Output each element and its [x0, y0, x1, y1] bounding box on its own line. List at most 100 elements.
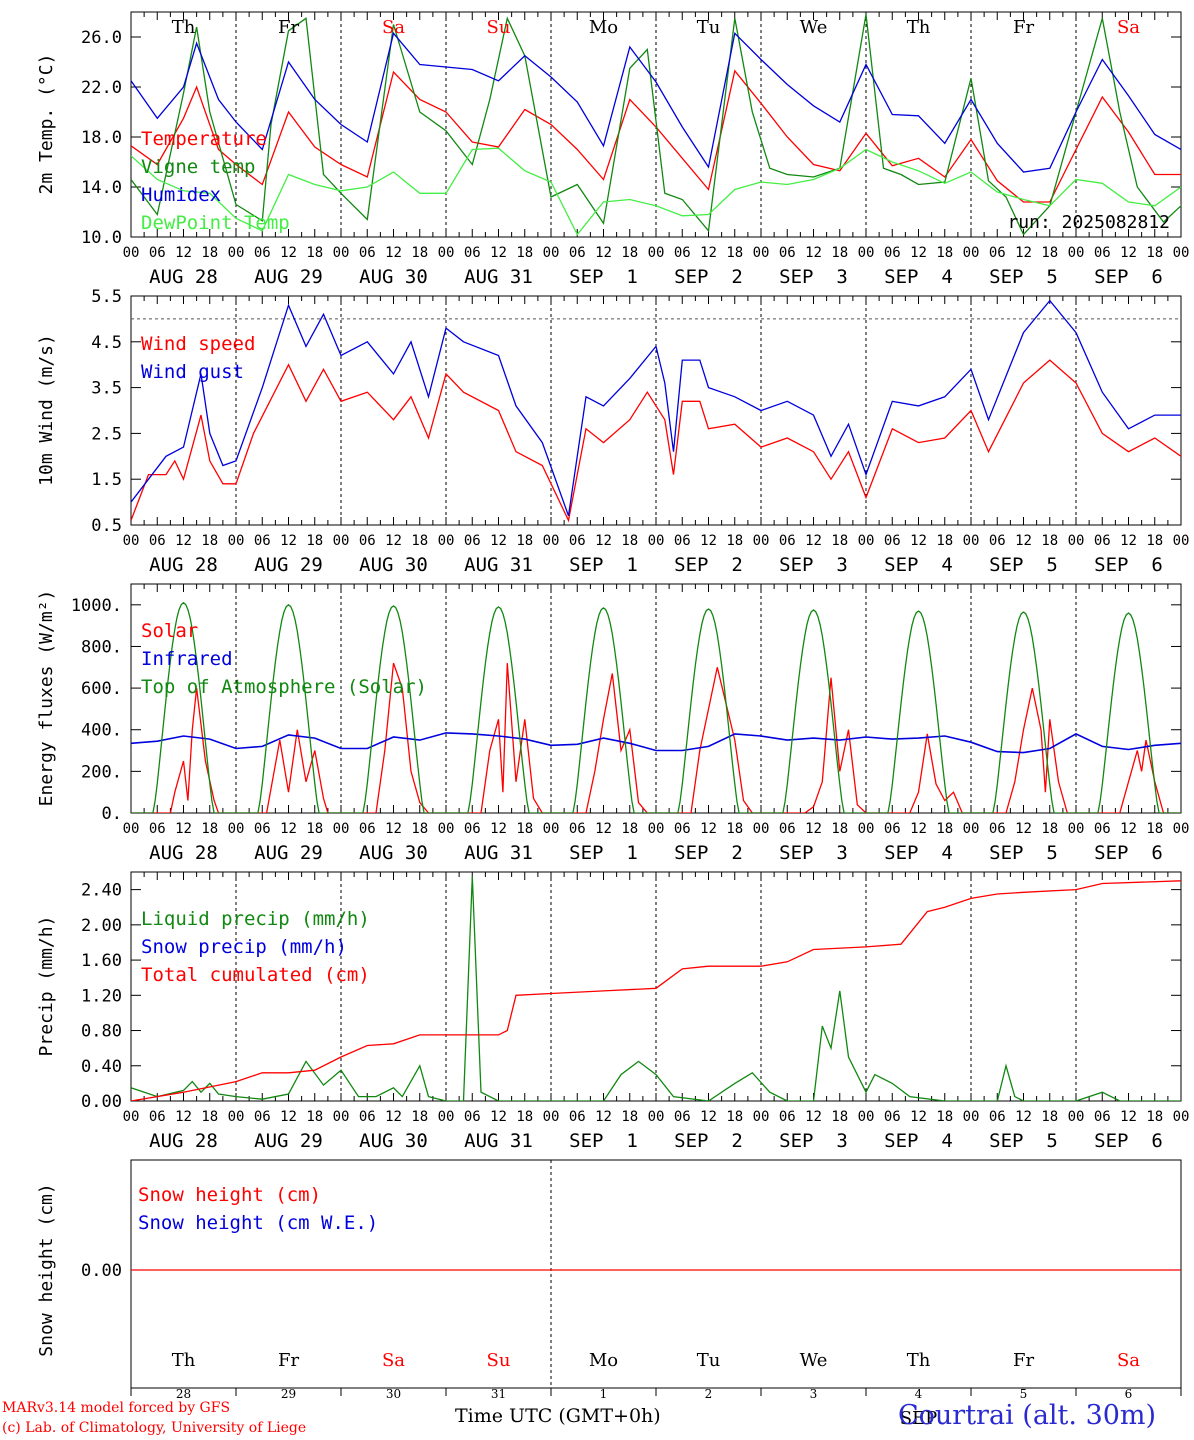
series-line-total-cumulated-cm-	[131, 880, 1181, 1101]
legend-entry: Top of Atmosphere (Solar)	[141, 676, 427, 698]
x-hour-label: 18	[1146, 533, 1163, 549]
x-hour-label: 12	[385, 821, 402, 837]
top-weekday-label: Fr	[1013, 17, 1034, 38]
x-hour-label: 12	[490, 245, 507, 261]
x-hour-label: 06	[254, 821, 271, 837]
x-hour-label: 00	[858, 533, 875, 549]
weekday-label: We	[800, 1350, 828, 1371]
y-tick-label: 0.80	[81, 1022, 122, 1042]
legend-entry: Wind speed	[141, 333, 255, 355]
x-hour-label: 18	[306, 245, 323, 261]
y-tick-label: 5.5	[91, 287, 122, 307]
x-date-label: SEP 4	[884, 842, 953, 864]
y-tick-label: 3.5	[91, 379, 122, 399]
x-hour-label: 06	[884, 245, 901, 261]
y-tick-label: 0.	[102, 804, 122, 824]
weekday-label: Sa	[382, 1350, 405, 1371]
day-number-label: 30	[386, 1387, 401, 1401]
weekday-label: Fr	[1013, 1350, 1034, 1371]
x-date-label: AUG 31	[464, 554, 533, 576]
top-weekday-label: Fr	[278, 17, 299, 38]
x-hour-label: 18	[831, 533, 848, 549]
legend-entry: Temperature	[141, 128, 267, 150]
x-hour-label: 00	[648, 1109, 665, 1125]
x-hour-label: 12	[280, 533, 297, 549]
x-hour-label: 12	[700, 533, 717, 549]
x-hour-label: 06	[779, 245, 796, 261]
x-date-label: SEP 4	[884, 266, 953, 288]
x-hour-label: 00	[228, 1109, 245, 1125]
x-hour-label: 06	[149, 821, 166, 837]
x-hour-label: 12	[175, 533, 192, 549]
day-number-label: 6	[1125, 1387, 1133, 1401]
x-hour-label: 12	[910, 245, 927, 261]
x-hour-label: 12	[805, 533, 822, 549]
x-hour-label: 00	[963, 821, 980, 837]
x-hour-label: 06	[884, 533, 901, 549]
x-hour-label: 12	[805, 245, 822, 261]
x-hour-label: 00	[858, 1109, 875, 1125]
x-hour-label: 12	[385, 1109, 402, 1125]
y-tick-label: 18.0	[81, 128, 122, 148]
day-number-label: 31	[491, 1387, 506, 1401]
x-hour-label: 12	[595, 533, 612, 549]
y-axis-label: 2m Temp. (°C)	[36, 54, 57, 195]
series-line-top-of-atmosphere-solar-	[131, 601, 1181, 813]
panel-temperature: 2m Temp. (°C) 10.0 14.0 18.0 22.0 26.0 00 06 12 1…	[36, 11, 1190, 288]
x-hour-label: 18	[411, 1109, 428, 1125]
x-hour-label: 12	[805, 821, 822, 837]
x-hour-label: 12	[385, 533, 402, 549]
x-hour-label: 18	[1041, 533, 1058, 549]
series-line-temperature	[131, 69, 1181, 203]
x-date-label: SEP 6	[1094, 1130, 1163, 1152]
top-weekday-label: Mo	[589, 17, 618, 38]
x-hour-label: 00	[753, 245, 770, 261]
x-hour-label: 18	[621, 533, 638, 549]
x-date-label: AUG 28	[149, 1130, 218, 1152]
x-hour-label: 12	[385, 245, 402, 261]
x-hour-label: 12	[1120, 1109, 1137, 1125]
x-hour-label: 12	[280, 245, 297, 261]
x-hour-label: 06	[569, 1109, 586, 1125]
x-hour-label: 18	[831, 821, 848, 837]
legend-entry: Infrared	[141, 648, 233, 670]
day-number-label: 1	[600, 1387, 608, 1401]
x-hour-label: 12	[595, 821, 612, 837]
x-hour-label: 18	[1146, 1109, 1163, 1125]
x-date-label: SEP 1	[569, 842, 638, 864]
x-date-label: SEP 5	[989, 842, 1058, 864]
x-hour-label: 00	[1173, 1109, 1190, 1125]
x-date-label: AUG 29	[254, 842, 323, 864]
x-hour-label: 00	[123, 533, 140, 549]
x-hour-label: 00	[648, 245, 665, 261]
x-hour-label: 00	[1173, 245, 1190, 261]
x-hour-label: 18	[936, 533, 953, 549]
y-tick-label: 200.	[81, 762, 122, 782]
x-hour-label: 06	[359, 533, 376, 549]
x-hour-label: 06	[569, 821, 586, 837]
x-hour-label: 18	[516, 533, 533, 549]
x-hour-label: 12	[1015, 1109, 1032, 1125]
x-hour-label: 12	[910, 1109, 927, 1125]
x-hour-label: 18	[1146, 821, 1163, 837]
x-hour-label: 00	[438, 245, 455, 261]
x-hour-label: 12	[175, 1109, 192, 1125]
x-hour-label: 00	[963, 245, 980, 261]
x-hour-label: 00	[333, 533, 350, 549]
x-hour-label: 06	[884, 821, 901, 837]
x-hour-label: 00	[123, 245, 140, 261]
weekday-label: Sa	[1117, 1350, 1140, 1371]
x-date-label: SEP 1	[569, 266, 638, 288]
day-number-label: 3	[810, 1387, 818, 1401]
x-hour-label: 12	[490, 821, 507, 837]
x-hour-label: 12	[1120, 533, 1137, 549]
y-tick-label: 400.	[81, 721, 122, 741]
x-hour-label: 06	[254, 533, 271, 549]
x-hour-label: 18	[201, 1109, 218, 1125]
x-hour-label: 06	[674, 533, 691, 549]
x-date-label: AUG 30	[359, 554, 428, 576]
x-date-label: SEP 6	[1094, 266, 1163, 288]
x-hour-label: 00	[123, 1109, 140, 1125]
x-hour-label: 06	[1094, 1109, 1111, 1125]
